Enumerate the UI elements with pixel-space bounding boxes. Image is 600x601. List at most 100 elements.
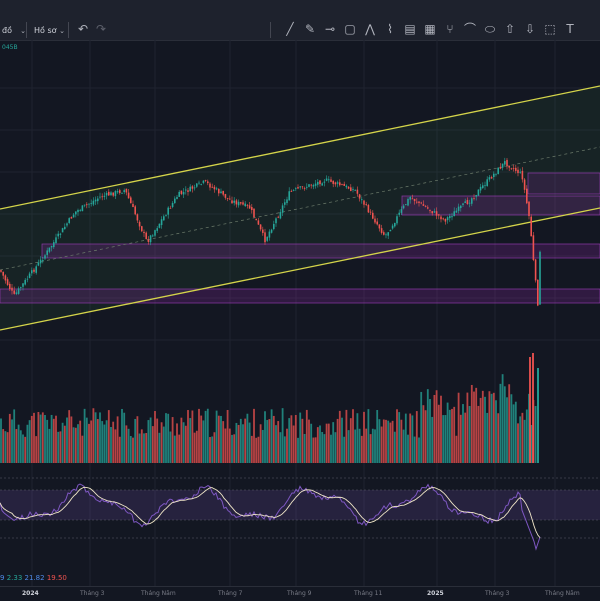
profile-menu[interactable]: Hồ sơ xyxy=(34,26,57,35)
path-icon[interactable]: ⌒ xyxy=(463,22,476,36)
candle-body xyxy=(341,184,343,185)
volume-bar xyxy=(224,428,227,463)
candle-body xyxy=(121,192,123,194)
volume-bar xyxy=(204,410,207,463)
top-toolbar: đồ ⌄ Hồ sơ ⌄ ↶ ↷ ╱ ✎ ⊸ ▢ ⋀ ⌇ ▤ ▦ ⑂ ⌒ ⬭ ⇧ ⇩ ⬚ T xyxy=(0,0,600,41)
candle-body xyxy=(253,208,255,218)
osc-signal-line xyxy=(0,486,541,538)
price-chart[interactable] xyxy=(0,0,600,586)
volume-bar xyxy=(99,412,101,463)
volume-bar xyxy=(294,414,297,463)
volume-bar xyxy=(303,433,306,463)
arrow-down-icon[interactable]: ⇩ xyxy=(524,22,536,36)
volume-bar xyxy=(393,431,396,463)
candle-body xyxy=(251,207,253,211)
candle-body xyxy=(306,186,308,188)
text-note-icon[interactable]: ▤ xyxy=(404,22,416,36)
candle-body xyxy=(209,183,211,188)
volume-bar xyxy=(517,423,519,463)
candle-body xyxy=(398,212,400,215)
candle-body xyxy=(510,168,513,170)
volume-bar xyxy=(528,393,530,463)
volume-bar xyxy=(235,422,238,463)
volume-bar xyxy=(44,415,46,463)
ellipse-icon[interactable]: ⬭ xyxy=(484,22,496,36)
undo-icon[interactable]: ↶ xyxy=(77,22,89,36)
candle-body xyxy=(191,186,194,189)
candle-body xyxy=(442,218,444,220)
chevron-down-icon[interactable]: ⌄ xyxy=(59,27,65,35)
rectangle-icon[interactable]: ▢ xyxy=(344,22,356,36)
candle-body xyxy=(182,191,185,195)
volume-bar xyxy=(437,404,440,463)
volume-bar xyxy=(189,418,192,463)
volume-bar xyxy=(237,424,240,463)
more-icon[interactable]: ⬚ xyxy=(544,22,556,36)
candle-body xyxy=(446,217,449,221)
time-axis[interactable]: 2024 Tháng 3 Tháng Năm Tháng 7 Tháng 9 T… xyxy=(0,586,600,601)
candle-body xyxy=(13,290,15,294)
candle-body xyxy=(37,262,40,266)
horizontal-line-icon[interactable]: ⊸ xyxy=(324,22,336,36)
candle-body xyxy=(127,192,130,199)
volume-bar xyxy=(103,424,106,463)
candle-body xyxy=(279,212,282,219)
volume-bar xyxy=(125,425,128,463)
volume-bar xyxy=(503,386,506,463)
candle-body xyxy=(380,228,383,233)
candle-body xyxy=(130,197,132,204)
volume-bar xyxy=(426,389,429,463)
grid-icon[interactable]: ▦ xyxy=(424,22,436,36)
zigzag-icon[interactable]: ⋀ xyxy=(365,22,375,36)
fork-icon[interactable]: ⑂ xyxy=(446,22,454,36)
volume-bar xyxy=(206,408,209,463)
arrow-up-icon[interactable]: ⇧ xyxy=(504,22,516,36)
volume-bar xyxy=(222,421,225,463)
candle-body xyxy=(262,229,264,233)
candle-body xyxy=(523,179,526,190)
volume-bar xyxy=(145,433,148,463)
candle-body xyxy=(2,271,4,276)
candle-body xyxy=(55,237,57,244)
volume-bar xyxy=(442,415,445,463)
volume-bar xyxy=(391,420,394,463)
candle-body xyxy=(440,216,442,220)
time-label: Tháng 3 xyxy=(485,590,510,597)
candle-body xyxy=(319,180,321,185)
redo-icon[interactable]: ↷ xyxy=(95,22,107,36)
volume-bar xyxy=(310,423,313,463)
text-tool-icon[interactable]: T xyxy=(566,22,574,36)
volume-bar xyxy=(369,434,372,463)
candle-body xyxy=(94,199,97,202)
time-label: Tháng Năm xyxy=(545,590,580,597)
volume-bar xyxy=(136,416,139,463)
volume-label: 045B xyxy=(2,44,18,51)
candle-body xyxy=(462,203,464,205)
pencil-tool-icon[interactable]: ✎ xyxy=(304,22,316,36)
volume-bar xyxy=(121,408,123,463)
volume-bar xyxy=(66,417,68,463)
oscillator-values: 9 2.33 21.82 19.50 xyxy=(0,574,67,582)
chevron-down-icon[interactable]: ⌄ xyxy=(20,27,26,35)
line-tool-icon[interactable]: ╱ xyxy=(286,22,294,36)
volume-bar xyxy=(4,431,7,463)
volume-bar xyxy=(246,413,249,463)
candle-body xyxy=(231,200,233,204)
volume-bar xyxy=(400,419,403,463)
volume-bar xyxy=(305,409,308,463)
volume-bar xyxy=(22,434,24,463)
candle-body xyxy=(266,236,268,241)
volume-bar xyxy=(360,435,363,463)
volume-bar xyxy=(418,437,420,463)
candle-body xyxy=(532,235,535,260)
volume-bar xyxy=(420,391,423,463)
interval-label[interactable]: đồ xyxy=(2,26,12,35)
volume-bar xyxy=(13,409,16,463)
volume-bar xyxy=(19,430,22,463)
volume-bar xyxy=(409,413,412,463)
candle-body xyxy=(501,163,504,168)
candle-body xyxy=(537,279,539,306)
candle-body xyxy=(97,198,99,202)
candle-body xyxy=(136,214,139,221)
brush-icon[interactable]: ⌇ xyxy=(387,22,393,36)
